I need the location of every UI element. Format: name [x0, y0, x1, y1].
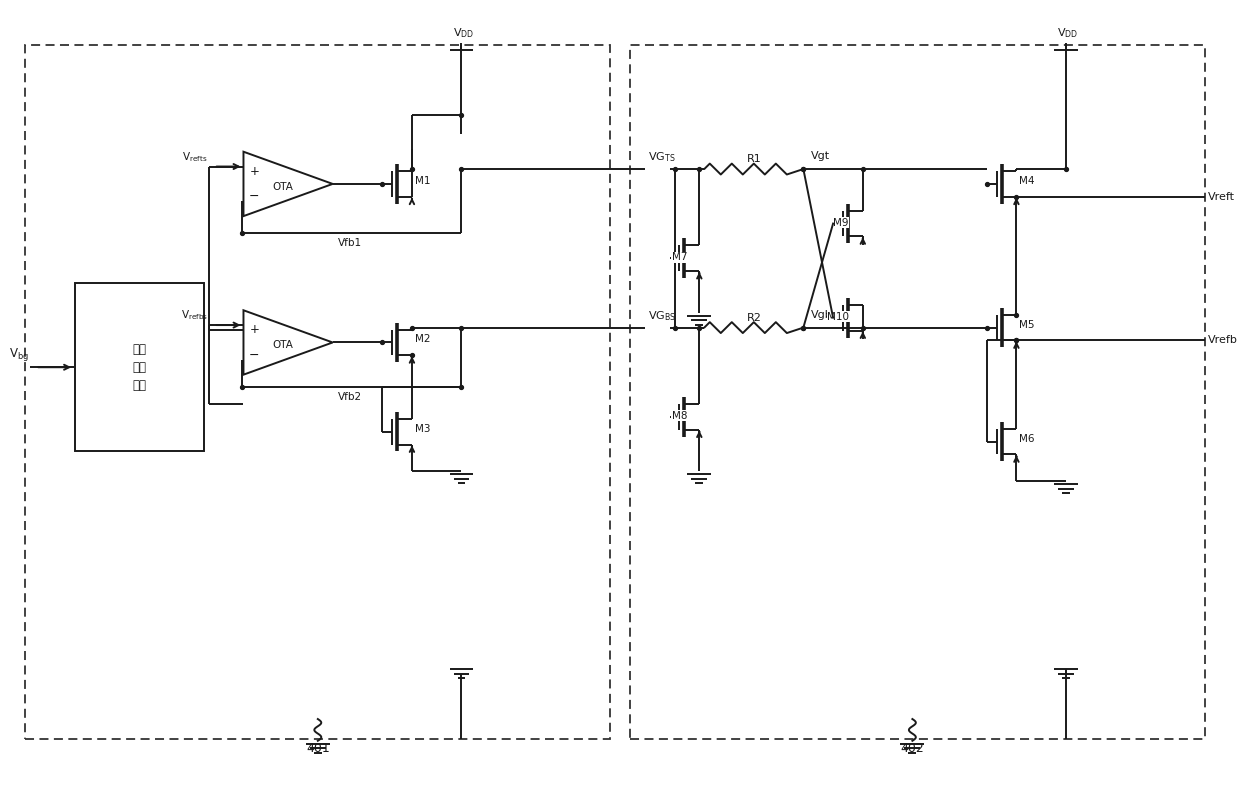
Text: M2: M2: [415, 334, 430, 345]
Text: $\mathregular{V_{DD}}$: $\mathregular{V_{DD}}$: [1058, 27, 1079, 40]
Text: +: +: [249, 323, 259, 336]
Text: $\mathregular{V_{refts}}$: $\mathregular{V_{refts}}$: [182, 150, 208, 164]
Bar: [630, 45, 1205, 739]
Text: OTA: OTA: [273, 341, 294, 350]
Text: Vrefb: Vrefb: [1208, 335, 1238, 345]
Text: OTA: OTA: [273, 182, 294, 192]
Text: M7: M7: [672, 253, 687, 262]
Text: −: −: [249, 349, 259, 362]
Text: $\mathregular{VG_{BS}}$: $\mathregular{VG_{BS}}$: [647, 309, 676, 323]
Text: M3: M3: [415, 423, 430, 434]
Text: −: −: [249, 190, 259, 203]
Bar: [74, 283, 203, 452]
Text: $\mathregular{V_{DD}}$: $\mathregular{V_{DD}}$: [453, 27, 474, 40]
Text: +: +: [249, 164, 259, 178]
Text: M8: M8: [672, 411, 687, 421]
Text: $\mathregular{VG_{TS}}$: $\mathregular{VG_{TS}}$: [647, 150, 676, 164]
Bar: [26, 45, 610, 739]
Text: 402: 402: [900, 742, 924, 755]
Text: $\mathregular{V_{bg}}$: $\mathregular{V_{bg}}$: [9, 346, 29, 364]
Text: M4: M4: [1019, 176, 1035, 186]
Text: M5: M5: [1019, 320, 1035, 330]
Text: 电平
转移
电路: 电平 转移 电路: [133, 343, 146, 392]
Text: 401: 401: [306, 742, 330, 755]
Text: Vreft: Vreft: [1208, 192, 1235, 201]
Text: M1: M1: [415, 176, 430, 186]
Text: M6: M6: [1019, 434, 1035, 444]
Text: Vgb: Vgb: [811, 309, 833, 320]
Text: R1: R1: [746, 154, 761, 164]
Text: R2: R2: [746, 312, 761, 323]
Text: M9: M9: [833, 217, 848, 227]
Text: Vfb2: Vfb2: [337, 392, 362, 402]
Text: $\mathregular{V_{refbs}}$: $\mathregular{V_{refbs}}$: [181, 309, 208, 322]
Text: Vfb1: Vfb1: [337, 238, 362, 249]
Text: M10: M10: [827, 312, 849, 322]
Text: Vgt: Vgt: [811, 151, 831, 161]
